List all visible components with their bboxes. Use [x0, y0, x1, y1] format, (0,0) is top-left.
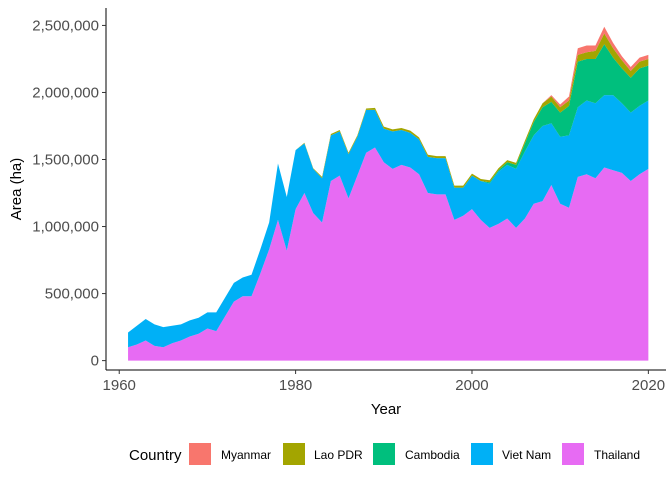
legend: Country Myanmar Lao PDR Cambodia Viet Nam Th… — [129, 443, 640, 465]
area-viet-nam — [128, 95, 649, 348]
x-tick-label: 1960 — [103, 377, 136, 394]
legend-key-myanmar — [189, 443, 211, 465]
legend-label-myanmar: Myanmar — [221, 448, 271, 462]
stacked-areas — [128, 26, 649, 361]
plot-panel: 0 500,000 1,000,000 1,500,000 2,000,000 2,500… — [32, 8, 666, 394]
legend-label-cambodia: Cambodia — [405, 448, 460, 462]
legend-key-lao-pdr — [283, 443, 305, 465]
y-tick-label: 1,000,000 — [32, 219, 99, 236]
area-thailand — [128, 147, 649, 361]
x-axis-title: Year — [371, 401, 401, 418]
y-tick-label: 0 — [91, 353, 99, 370]
legend-label-lao-pdr: Lao PDR — [314, 448, 363, 462]
area-cambodia — [128, 44, 649, 333]
legend-title: Country — [129, 447, 182, 464]
x-axis-ticks: 1960 1980 2000 2020 — [103, 370, 665, 394]
legend-label-thailand: Thailand — [594, 448, 640, 462]
legend-key-viet-nam — [471, 443, 493, 465]
y-tick-label: 1,500,000 — [32, 152, 99, 169]
legend-key-thailand — [562, 443, 584, 465]
y-tick-label: 500,000 — [45, 286, 99, 303]
y-axis-title: Area (ha) — [8, 158, 25, 221]
legend-key-cambodia — [373, 443, 395, 465]
legend-label-viet-nam: Viet Nam — [502, 448, 551, 462]
x-tick-label: 1980 — [279, 377, 312, 394]
x-tick-label: 2000 — [455, 377, 488, 394]
x-tick-label: 2020 — [632, 377, 665, 394]
y-axis-ticks: 0 500,000 1,000,000 1,500,000 2,000,000 2,500… — [32, 17, 106, 370]
y-tick-label: 2,500,000 — [32, 17, 99, 34]
y-tick-label: 2,000,000 — [32, 84, 99, 101]
